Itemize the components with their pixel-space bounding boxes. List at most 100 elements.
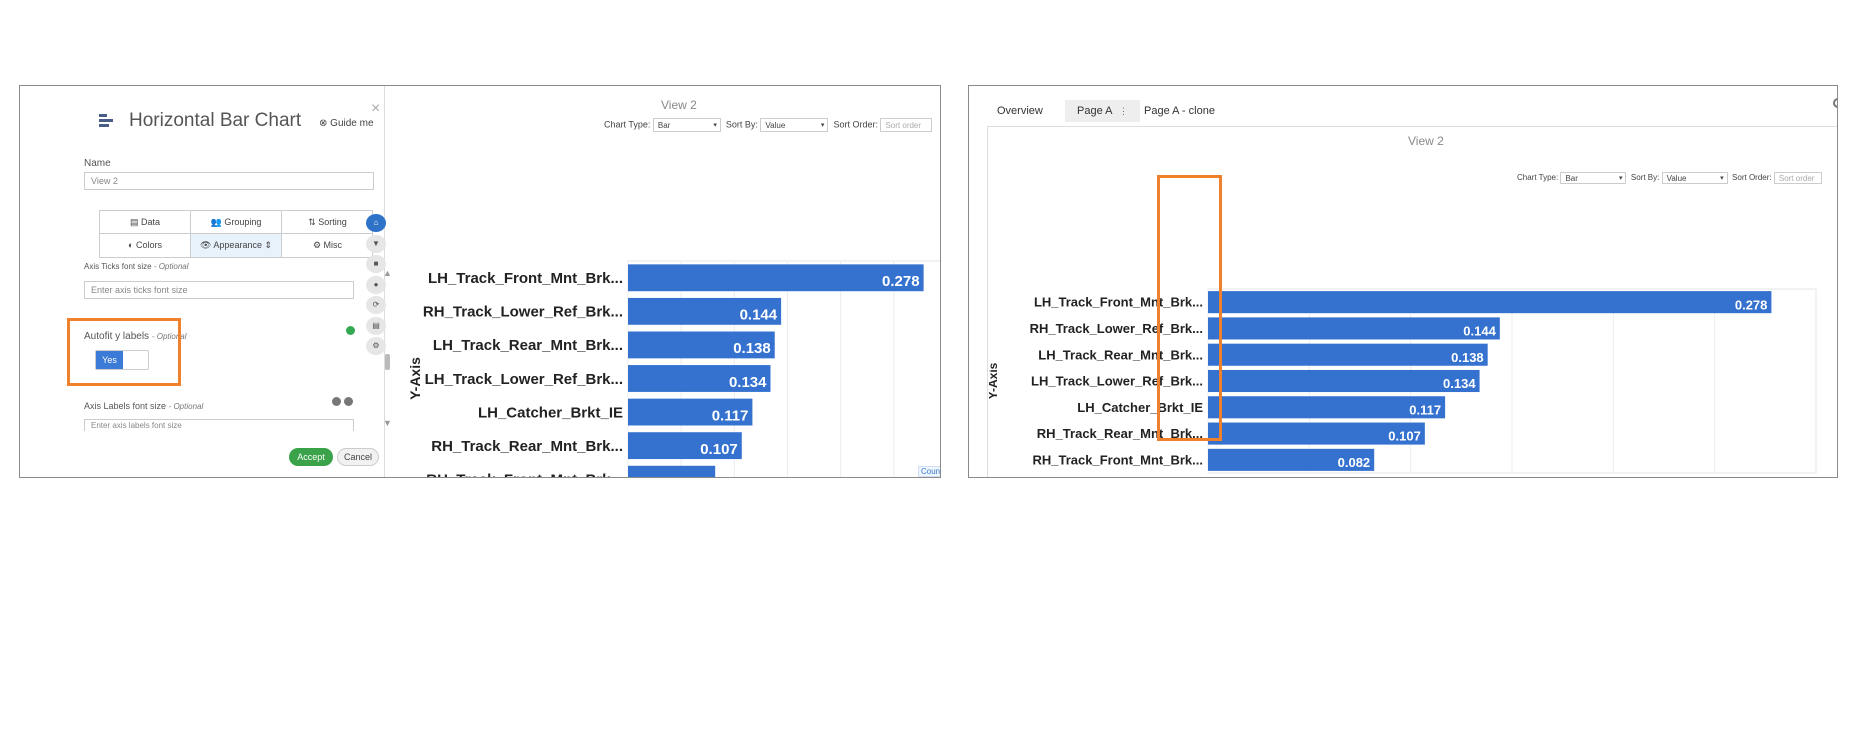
check-icon bbox=[332, 397, 341, 406]
chart-type-select[interactable]: Bar ▾ bbox=[1560, 172, 1627, 184]
square-icon[interactable]: ■ bbox=[366, 255, 386, 273]
tab-colors[interactable]: ◐ Colors bbox=[100, 234, 191, 257]
view-title: View 2 bbox=[661, 98, 697, 112]
axis-labels-input[interactable]: Enter axis labels font size bbox=[84, 419, 354, 431]
data-label: 0.134 bbox=[729, 374, 767, 391]
y-tick-label: LH_Track_Front_Mnt_Brk... bbox=[1034, 295, 1203, 310]
y-tick-label: RH_Track_Front_Mnt_Brk... bbox=[1033, 452, 1204, 467]
y-tick-label: LH_Catcher_Brkt_IE bbox=[1077, 400, 1203, 415]
bar bbox=[628, 465, 716, 477]
axis-labels-label: Axis Labels font size - Optional bbox=[84, 401, 204, 411]
data-label: 0.107 bbox=[700, 441, 738, 458]
horizontal-bar-chart-icon bbox=[99, 114, 115, 130]
bar bbox=[628, 297, 782, 325]
y-tick-label: RH_Track_Lower_Ref_Brk... bbox=[423, 304, 623, 321]
scroll-down-icon[interactable]: ▼ bbox=[383, 418, 392, 428]
bar bbox=[1208, 396, 1446, 419]
bar bbox=[1208, 291, 1772, 314]
y-axis-label: Y-Axis bbox=[989, 362, 1000, 399]
data-label: 0.134 bbox=[1443, 376, 1476, 391]
right-screenshot-panel: Overview Page A ⋮ Page A - clone View 2 … bbox=[968, 85, 1838, 478]
eye-icon: 👁 bbox=[199, 240, 212, 250]
data-label: 0.144 bbox=[1463, 324, 1496, 339]
data-label: 0.107 bbox=[1388, 429, 1421, 444]
tab-grouping[interactable]: 👥 Grouping bbox=[191, 211, 282, 234]
y-tick-label: LH_Track_Rear_Mnt_Brk... bbox=[1038, 347, 1203, 362]
circle-icon[interactable] bbox=[1833, 98, 1837, 108]
y-tick-label: LH_Track_Front_Mnt_Brk... bbox=[428, 270, 623, 287]
left-screenshot-panel: Horizontal Bar Chart ⊗ Guide me × Name V… bbox=[19, 85, 941, 478]
bar bbox=[1208, 317, 1500, 340]
sort-by-select[interactable]: Value ▾ bbox=[760, 118, 829, 132]
autofit-label: Autofit y labels - Optional bbox=[84, 331, 187, 342]
axis-ticks-input[interactable]: Enter axis ticks font size bbox=[84, 281, 354, 299]
caret-down-icon: ▾ bbox=[820, 122, 825, 129]
accept-button[interactable]: Accept bbox=[289, 448, 333, 466]
bar-chart-right: 00.050.10.150.20.250.278LH_Track_Front_M… bbox=[989, 288, 1817, 474]
bar bbox=[1208, 422, 1425, 445]
tab-page-a[interactable]: Page A ⋮ bbox=[1065, 100, 1140, 122]
scrollbar-thumb[interactable] bbox=[385, 354, 390, 370]
data-label: 0.138 bbox=[733, 340, 771, 357]
bar bbox=[628, 398, 753, 426]
bar bbox=[628, 365, 771, 392]
gear-icon[interactable]: ⚙ bbox=[366, 337, 386, 355]
home-icon[interactable]: ⌂ bbox=[366, 214, 386, 232]
scroll-up-icon[interactable]: ▲ bbox=[383, 268, 392, 278]
data-label: 0.082 bbox=[674, 474, 712, 478]
sort-by-label: Sort By: bbox=[1630, 173, 1660, 183]
bar bbox=[1208, 343, 1488, 366]
y-tick-label: LH_Track_Lower_Ref_Brk... bbox=[1031, 374, 1203, 389]
filter-icon[interactable]: ▼ bbox=[366, 234, 386, 253]
data-label: 0.082 bbox=[1338, 455, 1371, 470]
guide-me-button[interactable]: ⊗ Guide me bbox=[319, 118, 374, 129]
corner-label[interactable]: Coun bbox=[918, 466, 940, 477]
refresh-icon[interactable]: ⟳ bbox=[366, 296, 386, 314]
caret-down-icon: ▾ bbox=[1720, 175, 1724, 182]
name-input[interactable]: View 2 bbox=[84, 172, 374, 190]
bar bbox=[1208, 448, 1375, 471]
sort-order-select[interactable]: Sort order bbox=[880, 118, 933, 132]
close-button[interactable]: × bbox=[371, 100, 381, 117]
chart-type-select[interactable]: Bar ▾ bbox=[652, 118, 721, 132]
data-label: 0.138 bbox=[1451, 350, 1484, 365]
sort-order-label: Sort Order: bbox=[1732, 173, 1772, 183]
bar bbox=[628, 331, 775, 359]
y-tick-label: RH_Track_Rear_Mnt_Brk... bbox=[431, 438, 623, 455]
tab-sorting[interactable]: ⇅ Sorting bbox=[282, 211, 373, 234]
tab-misc[interactable]: ⚙ Misc bbox=[312, 240, 343, 250]
autofit-toggle[interactable]: Yes bbox=[95, 350, 149, 370]
config-title: Horizontal Bar Chart bbox=[129, 110, 302, 131]
bar bbox=[628, 264, 924, 292]
y-tick-label: LH_Track_Rear_Mnt_Brk... bbox=[433, 337, 623, 354]
y-tick-label: LH_Track_Lower_Ref_Brk... bbox=[425, 371, 623, 388]
info-icon bbox=[344, 397, 353, 406]
data-label: 0.117 bbox=[1409, 402, 1441, 417]
config-tabs: ▤ Data 👥 Grouping ⇅ Sorting ◐ Colors 👁 A… bbox=[99, 210, 373, 258]
sort-by-label: Sort By: bbox=[725, 119, 758, 130]
circle-icon[interactable]: ● bbox=[366, 275, 386, 294]
chart-tool-column: ⌂ ▼ ■ ● ⟳ ▤ ⚙ bbox=[366, 214, 388, 358]
chart-type-label: Chart Type: bbox=[604, 119, 651, 130]
sort-by-select[interactable]: Value ▾ bbox=[1661, 172, 1728, 184]
highlight-box bbox=[67, 318, 181, 386]
chart-toolbar: Chart Type: Bar ▾ Sort By: Value ▾ Sort Or… bbox=[1517, 172, 1822, 184]
tab-data[interactable]: ▤ Data bbox=[100, 211, 191, 234]
tab-page-a-clone[interactable]: Page A - clone bbox=[1144, 105, 1215, 117]
tab-menu-icon[interactable]: ⋮ bbox=[1118, 106, 1128, 116]
colors-icon: ◐ bbox=[128, 240, 134, 250]
view-title: View 2 bbox=[1408, 134, 1444, 148]
y-tick-label: RH_Track_Front_Mnt_Brk... bbox=[426, 471, 623, 478]
data-label: 0.278 bbox=[1735, 297, 1768, 312]
data-icon: ▤ bbox=[129, 217, 139, 227]
tab-overview[interactable]: Overview bbox=[997, 105, 1043, 117]
guide-icon: ⊗ bbox=[319, 118, 328, 129]
document-icon[interactable]: ▤ bbox=[366, 316, 386, 335]
sorting-icon: ⇅ bbox=[308, 217, 316, 227]
chart-toolbar: Chart Type: Bar ▾ Sort By: Value ▾ Sort Or… bbox=[604, 118, 933, 132]
tab-appearance[interactable]: 👁 Appearance ⇕ bbox=[191, 234, 282, 257]
check-icon bbox=[346, 326, 355, 335]
cancel-button[interactable]: Cancel bbox=[337, 448, 379, 466]
data-label: 0.144 bbox=[740, 307, 778, 324]
sort-order-select[interactable]: Sort order bbox=[1773, 172, 1822, 184]
